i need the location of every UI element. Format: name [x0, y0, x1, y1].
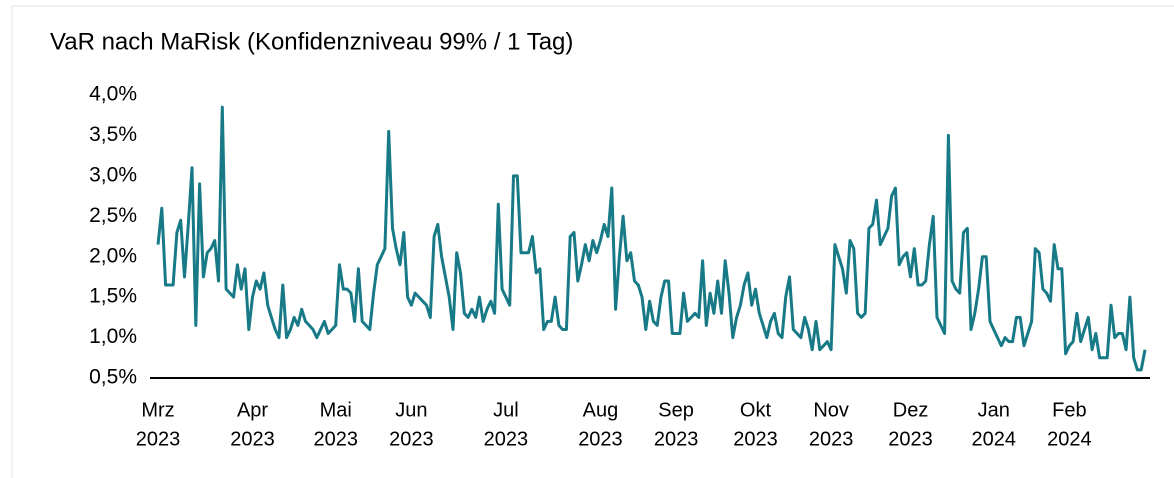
- x-tick-year: 2024: [1047, 428, 1092, 450]
- x-tick-label: Feb: [1052, 399, 1086, 421]
- x-tick-label: Sep: [658, 399, 694, 421]
- y-tick-label: 2,0%: [89, 244, 137, 267]
- x-tick-label: Apr: [237, 399, 268, 421]
- x-tick-label: Jan: [978, 399, 1010, 421]
- x-tick-label: Mrz: [141, 399, 174, 421]
- chart-title: VaR nach MaRisk (Konfidenzniveau 99% / 1…: [50, 28, 573, 55]
- x-tick-label: Dez: [893, 399, 929, 421]
- y-tick-label: 4,0%: [89, 83, 137, 106]
- x-tick-year: 2023: [654, 428, 699, 450]
- x-tick-label: Nov: [813, 399, 849, 421]
- line: [156, 105, 1147, 372]
- x-tick-label: Mai: [320, 399, 352, 421]
- x-tick-label: Aug: [583, 399, 619, 421]
- y-tick-label: 0,5%: [89, 366, 137, 389]
- x-tick-year: 2023: [136, 428, 181, 450]
- x-tick-year: 2023: [809, 428, 854, 450]
- x-tick-label: Jun: [395, 399, 427, 421]
- x-tick-label: Jul: [493, 399, 519, 421]
- y-tick-label: 1,0%: [89, 325, 137, 348]
- x-tick-year: 2023: [888, 428, 933, 450]
- x-tick-year: 2023: [733, 428, 778, 450]
- x-tick-year: 2023: [230, 428, 275, 450]
- x-tick-label: Okt: [740, 399, 772, 421]
- x-tick-year: 2023: [389, 428, 434, 450]
- x-tick-year: 2024: [971, 428, 1016, 450]
- x-tick-year: 2023: [484, 428, 529, 450]
- y-tick-label: 3,5%: [89, 123, 137, 146]
- y-tick-label: 2,5%: [89, 204, 137, 227]
- x-tick-year: 2023: [578, 428, 623, 450]
- y-tick-label: 1,5%: [89, 285, 137, 308]
- x-tick-year: 2023: [313, 428, 358, 450]
- y-tick-label: 3,0%: [89, 163, 137, 186]
